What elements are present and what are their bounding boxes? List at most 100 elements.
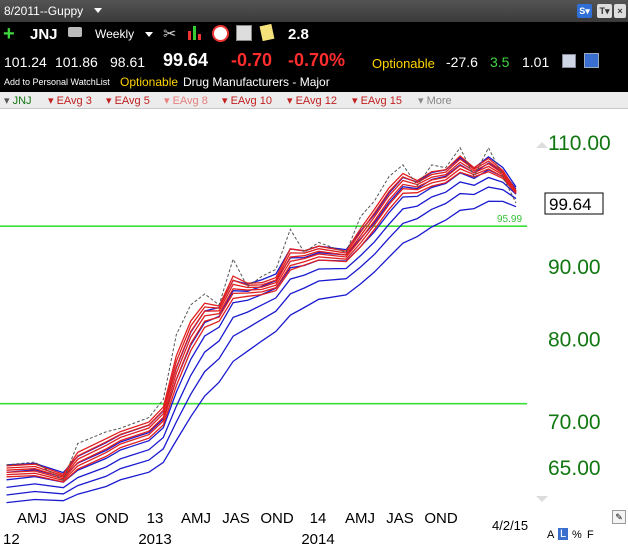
short-ema-line-2 [6,158,517,477]
add-symbol-icon[interactable]: + [3,23,15,45]
calendar-grid-icon[interactable] [236,25,252,41]
short-ema-line-3 [6,161,517,479]
scroll-down-arrow[interactable] [536,496,548,502]
scroll-up-arrow[interactable] [536,142,548,148]
indicator-symbol: JNJ [12,95,32,107]
indicator-eavg3[interactable]: ▾ EAvg 3 [48,95,92,107]
bar-chart-icon[interactable] [188,26,202,40]
symbol-label[interactable]: JNJ [30,26,58,43]
alarm-clock-icon[interactable] [212,25,229,42]
stat-value-2: 3.5 [490,54,510,70]
bottom-bar: 4/2/15 A L % F ✎ [0,510,628,550]
x-year-label: 2013 [138,531,171,548]
short-ema-line-5 [6,168,517,482]
x-tick-label: OND [260,510,294,527]
optionable-tag: Optionable [120,75,179,89]
price-series [6,146,517,482]
y-tick-label: 80.00 [548,329,601,352]
x-axis: AMJ JAS OND 13 AMJ JAS OND 14 AMJ JAS OND 12 2013 201… [3,510,458,548]
last-price-box [544,192,604,215]
y-tick-label: 90.00 [548,256,601,279]
hline-label: 95.99 [497,214,522,225]
s-dropdown-button[interactable]: S▾ [577,4,592,18]
window-title: 8/2011--Guppy [4,4,84,18]
x-tick-label: AMJ [181,510,211,527]
x-tick-label: AMJ [345,510,375,527]
x-year-label: 12 [3,531,20,548]
open-price: 101.24 [4,54,47,70]
stack-icon[interactable] [562,54,576,68]
horizontal-lines [0,225,527,405]
last-price: 99.64 [163,50,209,70]
log-scale-toggle[interactable]: L [558,528,569,540]
close-icon[interactable]: × [614,4,626,18]
price-change-pct: -0.70% [288,50,346,70]
indicator-bar: ▾ JNJ ▾ EAvg 3 ▾ EAvg 5 ▾ EAvg 8 ▾ EAvg … [0,92,628,109]
price-line [6,146,517,482]
indicator-eavg10-label: EAvg 10 [230,95,272,107]
x-tick-label: JAS [58,510,86,527]
stat-value-3: 1.01 [522,54,550,70]
long-ema-line-4 [6,176,517,489]
x-tick-label: 14 [310,510,327,527]
low-price: 98.61 [110,54,146,70]
long-ema-line-6 [6,200,517,504]
indicator-eavg5[interactable]: ▾ EAvg 5 [106,95,150,107]
optionable-label: Optionable [372,56,435,71]
fit-toggle[interactable]: F [587,529,594,541]
short-ema-ribbon [6,155,517,483]
x-tick-label: JAS [386,510,414,527]
current-date: 4/2/15 [492,518,529,533]
long-ema-line-1 [6,155,517,474]
y-tick-label: 70.00 [548,411,601,434]
x-tick-label: 13 [147,510,164,527]
indicator-eavg15[interactable]: ▾ EAvg 15 [352,95,402,107]
x-tick-label: OND [424,510,458,527]
indicator-eavg8[interactable]: ▾ EAvg 8 [164,95,208,107]
long-ema-ribbon [6,155,517,504]
short-ema-line-6 [6,170,517,483]
save-icon[interactable] [584,53,599,68]
pencil-icon[interactable]: ✎ [612,510,626,524]
add-to-watchlist-link[interactable]: Add to Personal WatchList [4,77,110,87]
period-dropdown-icon[interactable] [145,32,153,37]
stat-value-1: -27.6 [446,54,478,70]
short-ema-line-4 [6,164,517,480]
x-tick-label: JAS [222,510,250,527]
quote-bar: + JNJ Weekly ✂ 2.8 101.24 101.86 98.61 9… [0,22,628,92]
dropdown-arrow-icon[interactable] [94,8,102,13]
x-tick-label: OND [95,510,129,527]
high-price: 101.86 [55,54,98,70]
indicator-value: 2.8 [288,26,309,43]
print-icon[interactable] [68,27,82,37]
y-axis: 110.00 90.00 80.00 70.00 65.00 [548,132,611,480]
auto-scale-toggle[interactable]: A [547,529,555,541]
indicator-eavg15-label: EAvg 15 [360,95,402,107]
indicator-eavg12[interactable]: ▾ EAvg 12 [287,95,337,107]
t-dropdown-button[interactable]: T▾ [597,4,612,18]
price-change: -0.70 [231,50,273,70]
indicator-eavg3-label: EAvg 3 [56,95,92,107]
y-tick-label: 65.00 [548,457,601,480]
period-select[interactable]: Weekly [95,27,135,41]
x-tick-label: AMJ [17,510,47,527]
more-indicators-label: More [426,95,452,107]
title-bar: 8/2011--Guppy S▾ T▾ × [0,0,628,22]
short-ema-line-1 [6,155,517,476]
last-price-label: 99.64 [549,195,592,214]
percent-scale-toggle[interactable]: % [572,529,582,541]
long-ema-line-5 [6,186,517,496]
notes-icon[interactable] [259,23,275,42]
indicator-eavg12-label: EAvg 12 [295,95,337,107]
symbol-dropdown[interactable]: ▾ JNJ [4,95,32,107]
long-ema-line-3 [6,169,517,483]
y-tick-label: 110.00 [548,132,611,155]
industry-label: Drug Manufacturers - Major [183,75,330,89]
tools-icon[interactable]: ✂ [163,26,177,43]
more-indicators[interactable]: ▾ More [418,95,452,107]
indicator-eavg8-label: EAvg 8 [172,95,208,107]
indicator-eavg10[interactable]: ▾ EAvg 10 [222,95,272,107]
x-year-label: 2014 [301,531,334,548]
indicator-eavg5-label: EAvg 5 [114,95,150,107]
